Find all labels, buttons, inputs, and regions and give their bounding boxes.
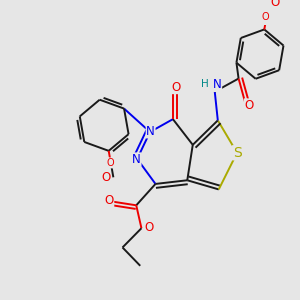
Text: O: O	[171, 81, 181, 94]
Text: N: N	[213, 79, 222, 92]
Text: O: O	[261, 12, 269, 22]
Text: O: O	[271, 0, 280, 10]
Text: O: O	[101, 171, 110, 184]
Text: H: H	[201, 79, 209, 89]
Text: O: O	[244, 99, 254, 112]
Text: N: N	[132, 153, 141, 166]
Text: N: N	[146, 125, 155, 138]
Text: S: S	[233, 146, 242, 160]
Text: O: O	[145, 221, 154, 234]
Text: O: O	[104, 194, 114, 207]
Text: O: O	[107, 158, 115, 168]
